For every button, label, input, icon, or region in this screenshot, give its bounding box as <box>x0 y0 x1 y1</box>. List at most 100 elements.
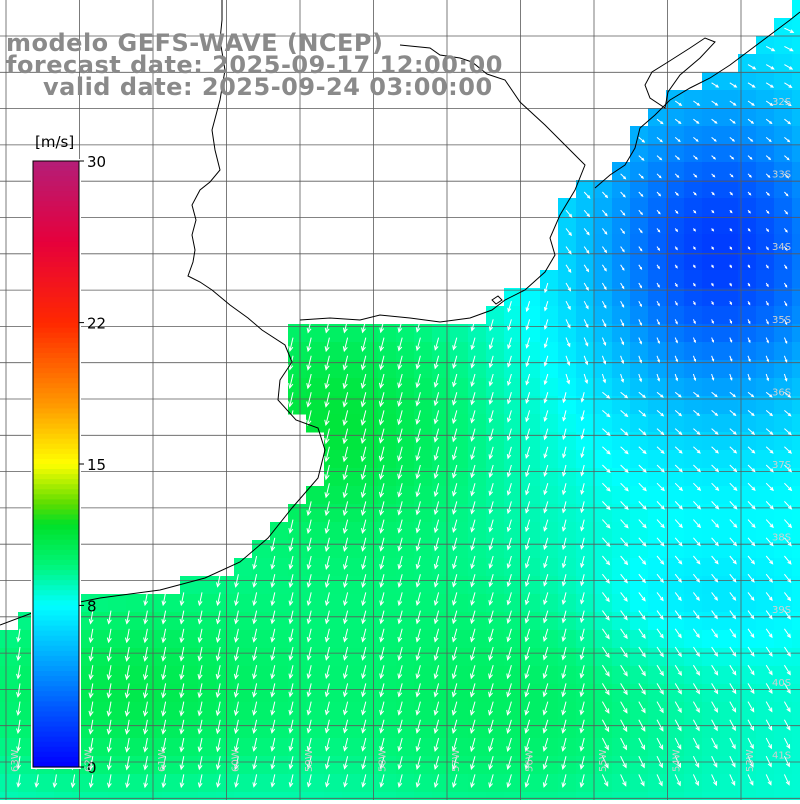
wind-arrow <box>692 300 696 306</box>
wind-arrow <box>433 737 440 753</box>
speed-cell <box>792 0 800 19</box>
speed-cell <box>0 792 19 804</box>
speed-cell <box>396 666 415 685</box>
wind-arrow <box>674 446 683 454</box>
wind-arrow <box>506 392 512 405</box>
wind-arrow <box>124 737 130 753</box>
wind-arrow <box>711 155 717 160</box>
speed-cell <box>648 108 667 127</box>
wind-arrow <box>711 428 719 435</box>
colorbar-segment <box>33 191 79 197</box>
wind-arrow <box>579 737 585 752</box>
wind-arrow <box>747 573 755 583</box>
wind-arrow <box>124 628 130 644</box>
wind-arrow <box>693 501 702 510</box>
speed-cell <box>630 540 649 559</box>
speed-cell <box>612 666 631 685</box>
speed-cell <box>756 324 775 343</box>
wind-arrow <box>674 501 684 510</box>
colorbar-unit: [m/s] <box>35 133 74 151</box>
speed-cell <box>594 576 613 595</box>
speed-cell <box>792 450 800 469</box>
wind-arrow <box>361 319 367 334</box>
wind-arrow <box>765 592 773 602</box>
speed-cell <box>666 720 685 739</box>
speed-cell <box>486 666 505 685</box>
wind-arrow <box>270 537 276 552</box>
wind-arrow <box>234 628 239 643</box>
wind-arrow <box>656 373 661 382</box>
speed-cell <box>504 720 523 739</box>
wind-arrow <box>433 392 440 407</box>
wind-arrow <box>397 665 403 680</box>
speed-cell <box>576 450 595 469</box>
wind-arrow <box>561 537 567 551</box>
speed-cell <box>720 576 739 595</box>
latitude-label: 39S <box>772 605 791 616</box>
longitude-label: 57W <box>451 749 462 772</box>
speed-cell <box>126 792 145 804</box>
wind-arrow <box>142 701 149 717</box>
colorbar-segment <box>33 590 79 596</box>
wind-arrow <box>524 646 531 661</box>
wind-arrow <box>469 683 476 698</box>
wind-arrow <box>747 373 751 382</box>
speed-cell <box>756 126 775 145</box>
speed-cell <box>288 522 307 541</box>
speed-cell <box>90 684 109 703</box>
wind-arrow <box>674 555 683 565</box>
wind-arrow <box>324 646 330 661</box>
wind-arrow <box>783 755 790 768</box>
wind-arrow <box>784 191 789 197</box>
speed-cell <box>36 774 55 793</box>
wind-arrow <box>415 592 421 607</box>
wind-arrow <box>379 355 385 371</box>
wind-arrow <box>324 683 330 698</box>
speed-cell <box>792 594 800 613</box>
speed-cell <box>720 126 739 145</box>
wind-arrow <box>711 610 718 620</box>
wind-arrow <box>306 392 312 408</box>
wind-arrow <box>656 137 663 143</box>
speed-cell <box>576 504 595 523</box>
speed-cell <box>558 738 577 757</box>
wind-arrow <box>433 646 440 662</box>
wind-arrow <box>656 264 660 270</box>
wind-arrow <box>783 664 791 676</box>
speed-cell <box>612 594 631 613</box>
wind-arrow <box>234 774 239 788</box>
speed-cell <box>378 702 397 721</box>
wind-arrow <box>470 610 476 625</box>
speed-cell <box>324 666 343 685</box>
speed-cell <box>450 738 469 757</box>
wind-arrow <box>452 537 458 552</box>
colorbar-segment <box>33 706 79 713</box>
wind-arrow <box>306 774 312 788</box>
wind-arrow <box>765 446 774 454</box>
wind-arrow <box>397 774 403 788</box>
wind-arrow <box>506 683 512 698</box>
wind-arrow <box>656 191 662 197</box>
speed-cell <box>648 450 667 469</box>
wind-arrow <box>161 628 167 644</box>
wind-arrow <box>729 719 736 732</box>
speed-cell <box>666 792 685 804</box>
speed-cell <box>540 774 559 793</box>
wind-arrow <box>729 537 738 547</box>
speed-cell <box>792 774 800 793</box>
wind-arrow <box>747 300 751 306</box>
wind-arrow <box>361 719 367 734</box>
wind-arrow <box>656 519 665 529</box>
wind-arrow <box>179 683 185 699</box>
colorbar-segment <box>33 605 79 612</box>
wind-arrow <box>488 373 494 387</box>
wind-arrow <box>583 319 589 329</box>
wind-arrow <box>747 482 756 492</box>
wind-arrow <box>656 737 664 751</box>
speed-cell <box>594 306 613 325</box>
speed-cell <box>342 558 361 577</box>
wind-arrow <box>525 537 531 551</box>
speed-cell <box>684 180 703 199</box>
colorbar-segment <box>33 741 79 748</box>
wind-arrow <box>579 756 585 770</box>
